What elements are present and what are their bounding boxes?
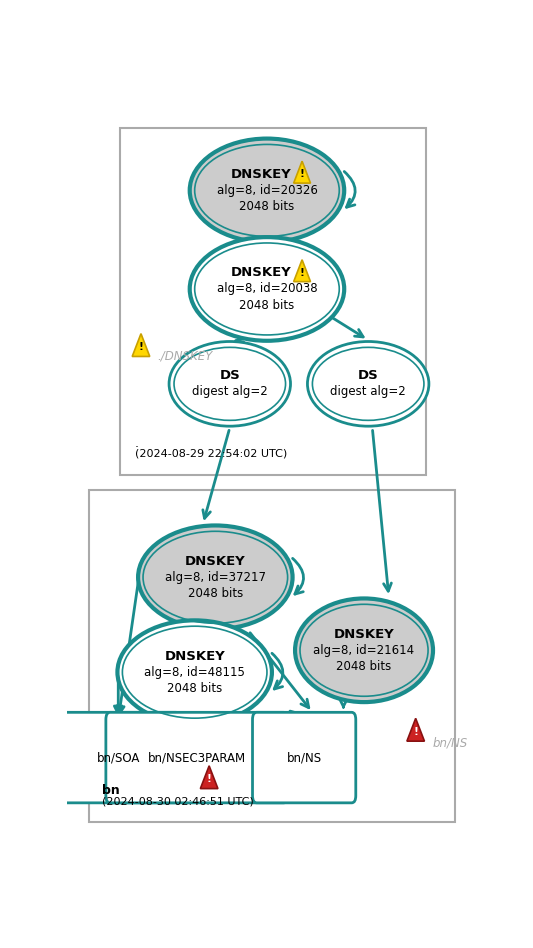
Text: DS: DS <box>220 370 240 382</box>
Polygon shape <box>294 260 311 282</box>
Ellipse shape <box>117 620 272 724</box>
Ellipse shape <box>138 525 293 629</box>
Text: !: ! <box>300 268 304 278</box>
Text: ./DNSKEY: ./DNSKEY <box>158 350 213 362</box>
FancyBboxPatch shape <box>56 712 180 803</box>
Text: !: ! <box>207 775 212 785</box>
Text: DNSKEY: DNSKEY <box>334 628 394 641</box>
Text: DS: DS <box>358 370 378 382</box>
Ellipse shape <box>295 598 433 702</box>
Text: DNSKEY: DNSKEY <box>185 555 246 568</box>
Text: alg=8, id=20038: alg=8, id=20038 <box>216 283 317 296</box>
FancyArrowPatch shape <box>344 172 355 208</box>
Text: 2048 bits: 2048 bits <box>167 682 222 695</box>
Text: alg=8, id=37217: alg=8, id=37217 <box>165 571 266 584</box>
Ellipse shape <box>190 138 344 243</box>
Text: .: . <box>135 437 139 450</box>
FancyArrowPatch shape <box>272 653 283 689</box>
Text: !: ! <box>300 170 304 179</box>
FancyArrowPatch shape <box>293 558 304 594</box>
FancyBboxPatch shape <box>106 712 288 803</box>
FancyBboxPatch shape <box>253 712 356 803</box>
Ellipse shape <box>308 341 429 427</box>
FancyBboxPatch shape <box>120 128 426 475</box>
Text: bn/NS: bn/NS <box>287 751 322 764</box>
Text: (2024-08-30 02:46:51 UTC): (2024-08-30 02:46:51 UTC) <box>102 796 254 807</box>
Text: 2048 bits: 2048 bits <box>336 660 392 673</box>
Text: 2048 bits: 2048 bits <box>239 299 295 312</box>
Text: DNSKEY: DNSKEY <box>230 168 291 181</box>
Text: !: ! <box>413 727 418 737</box>
Text: bn/SOA: bn/SOA <box>96 751 140 764</box>
Text: 2048 bits: 2048 bits <box>188 587 243 600</box>
FancyBboxPatch shape <box>90 490 455 822</box>
Text: alg=8, id=21614: alg=8, id=21614 <box>313 644 415 657</box>
Polygon shape <box>200 766 218 789</box>
Text: alg=8, id=20326: alg=8, id=20326 <box>216 184 318 197</box>
Text: digest alg=2: digest alg=2 <box>330 386 406 398</box>
Text: bn/NS: bn/NS <box>432 737 467 750</box>
Text: alg=8, id=48115: alg=8, id=48115 <box>144 665 245 679</box>
Polygon shape <box>132 334 150 356</box>
Text: digest alg=2: digest alg=2 <box>192 386 268 398</box>
Polygon shape <box>294 161 311 183</box>
Text: bn: bn <box>102 784 119 797</box>
Text: (2024-08-29 22:54:02 UTC): (2024-08-29 22:54:02 UTC) <box>135 448 287 458</box>
Polygon shape <box>407 719 424 741</box>
Text: bn/NSEC3PARAM: bn/NSEC3PARAM <box>148 751 246 764</box>
Text: DNSKEY: DNSKEY <box>164 649 225 663</box>
Text: !: ! <box>139 342 143 353</box>
Text: 2048 bits: 2048 bits <box>239 200 295 213</box>
Ellipse shape <box>169 341 290 427</box>
Ellipse shape <box>190 237 344 340</box>
Text: DNSKEY: DNSKEY <box>230 266 291 280</box>
